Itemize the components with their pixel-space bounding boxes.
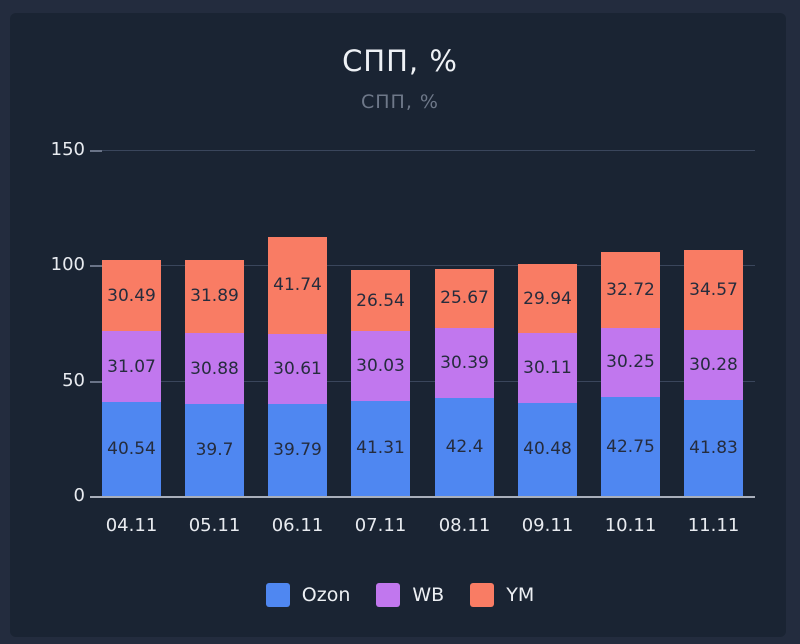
bar-value-label: 41.74 xyxy=(273,275,322,296)
bar-value-label: 30.39 xyxy=(440,353,489,374)
bar-value-label: 31.07 xyxy=(107,356,156,377)
bar-value-label: 29.94 xyxy=(523,288,572,309)
grid-line xyxy=(90,265,755,266)
x-axis-label: 08.11 xyxy=(438,515,491,536)
bar-segment-wb-06.11[interactable]: 30.61 xyxy=(268,333,327,405)
chart-subtitle: СПП, % xyxy=(361,91,439,113)
bar-value-label: 42.4 xyxy=(445,437,484,458)
x-axis-line xyxy=(90,496,755,498)
x-axis-label: 06.11 xyxy=(271,515,324,536)
bar-segment-ym-07.11[interactable]: 26.54 xyxy=(351,270,410,332)
bar-value-label: 34.57 xyxy=(689,279,738,300)
bar-segment-ym-10.11[interactable]: 32.72 xyxy=(601,252,660,328)
x-axis-label: 04.11 xyxy=(105,515,158,536)
grid-line xyxy=(90,150,755,151)
bar-segment-ym-04.11[interactable]: 30.49 xyxy=(102,260,161,331)
bar-value-label: 30.88 xyxy=(190,358,239,379)
bar-value-label: 30.61 xyxy=(273,358,322,379)
bar-segment-ozon-11.11[interactable]: 41.83 xyxy=(684,399,743,496)
bar-segment-ym-09.11[interactable]: 29.94 xyxy=(518,264,577,334)
bar-value-label: 30.28 xyxy=(689,354,738,375)
legend-label: Ozon xyxy=(301,584,351,606)
x-axis-label: 09.11 xyxy=(521,515,574,536)
bar-value-label: 30.25 xyxy=(606,352,655,373)
bar-segment-ym-05.11[interactable]: 31.89 xyxy=(185,259,244,334)
bar-value-label: 31.89 xyxy=(190,286,239,307)
legend-item-wb[interactable]: WB xyxy=(376,583,444,607)
bar-value-label: 30.03 xyxy=(356,356,405,377)
bar-value-label: 25.67 xyxy=(440,288,489,309)
y-axis-tick xyxy=(90,265,102,267)
y-axis-label: 100 xyxy=(50,254,85,275)
bar-segment-ym-08.11[interactable]: 25.67 xyxy=(435,268,494,329)
y-axis-label: 150 xyxy=(50,139,85,160)
x-axis-label: 05.11 xyxy=(188,515,241,536)
bar-value-label: 39.7 xyxy=(195,440,234,461)
bar-segment-ym-11.11[interactable]: 34.57 xyxy=(684,249,743,330)
x-axis-label: 07.11 xyxy=(354,515,407,536)
bar-segment-ozon-10.11[interactable]: 42.75 xyxy=(601,397,660,496)
grid-line xyxy=(90,381,755,382)
legend-label: YM xyxy=(506,584,535,606)
bar-segment-ozon-06.11[interactable]: 39.79 xyxy=(268,404,327,496)
bar-value-label: 30.49 xyxy=(107,285,156,306)
bar-segment-wb-11.11[interactable]: 30.28 xyxy=(684,329,743,400)
bar-segment-ym-06.11[interactable]: 41.74 xyxy=(268,237,327,334)
bar-value-label: 42.75 xyxy=(606,436,655,457)
bar-segment-wb-05.11[interactable]: 30.88 xyxy=(185,333,244,405)
legend-swatch-wb xyxy=(376,583,401,607)
bar-segment-ozon-07.11[interactable]: 41.31 xyxy=(351,400,410,496)
bar-value-label: 41.83 xyxy=(689,437,738,458)
bar-value-label: 30.11 xyxy=(523,357,572,378)
bar-segment-wb-04.11[interactable]: 31.07 xyxy=(102,330,161,403)
bar-value-label: 32.72 xyxy=(606,279,655,300)
bar-segment-wb-09.11[interactable]: 30.11 xyxy=(518,333,577,403)
y-axis-tick xyxy=(90,381,102,383)
y-axis-label: 0 xyxy=(73,485,85,506)
bar-segment-wb-10.11[interactable]: 30.25 xyxy=(601,327,660,398)
bar-value-label: 40.48 xyxy=(523,439,572,460)
legend-item-ozon[interactable]: Ozon xyxy=(265,583,351,607)
y-axis-label: 50 xyxy=(62,370,85,391)
x-axis-label: 10.11 xyxy=(604,515,657,536)
legend-swatch-ym xyxy=(470,583,495,607)
bar-segment-wb-08.11[interactable]: 30.39 xyxy=(435,328,494,399)
bar-segment-ozon-05.11[interactable]: 39.7 xyxy=(185,404,244,496)
chart-title: СПП, % xyxy=(342,44,458,78)
legend: Ozon WB YM xyxy=(0,583,800,607)
bar-value-label: 39.79 xyxy=(273,440,322,461)
legend-item-ym[interactable]: YM xyxy=(470,583,534,607)
bar-segment-ozon-04.11[interactable]: 40.54 xyxy=(102,402,161,496)
bar-value-label: 40.54 xyxy=(107,439,156,460)
y-axis-tick xyxy=(90,150,102,152)
bar-value-label: 26.54 xyxy=(356,290,405,311)
bar-segment-wb-07.11[interactable]: 30.03 xyxy=(351,331,410,401)
legend-label: WB xyxy=(412,584,445,606)
bar-value-label: 41.31 xyxy=(356,438,405,459)
legend-swatch-ozon xyxy=(265,583,290,607)
bar-segment-ozon-08.11[interactable]: 42.4 xyxy=(435,398,494,496)
x-axis-label: 11.11 xyxy=(687,515,740,536)
bar-segment-ozon-09.11[interactable]: 40.48 xyxy=(518,402,577,496)
